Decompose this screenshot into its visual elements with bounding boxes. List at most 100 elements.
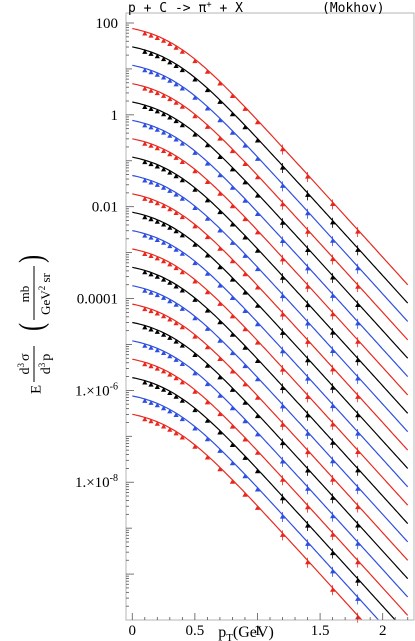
series-20-point [142,398,148,403]
series-layer [132,27,409,623]
series-7-point [192,187,198,192]
series-10-curve [132,211,409,469]
series-18-curve [132,358,409,616]
series-0-point [161,38,167,43]
series-12-point [173,265,179,271]
series-13-point [173,283,179,289]
series-10-point [192,242,198,247]
series-6-point [154,145,160,151]
series-1-point [148,51,154,56]
series-4-point [217,154,223,159]
series-15-point [148,308,154,314]
series-17-curve [132,340,409,598]
series-10-point [204,252,210,258]
series-13-point [167,280,173,285]
series-18-point [148,363,154,369]
series-13-point [161,277,167,282]
series-6-point [204,179,210,184]
series-18-point [179,379,185,385]
series-14-point [204,326,210,331]
series-10-point [173,228,179,234]
series-4-point [192,132,198,137]
x-tick-label: 2 [379,623,387,639]
series-9-curve [132,193,409,451]
series-8 [132,174,409,433]
series-2-point [229,130,235,135]
series-5-point [148,124,154,130]
series-21-point [173,430,179,436]
series-4-point [173,118,179,124]
series-14-point [154,292,160,298]
series-16-point [161,332,167,337]
series-11-point [154,237,160,242]
series-1-point [179,67,185,73]
series-8-point [254,266,261,272]
series-20-point [217,448,223,453]
series-19-point [167,390,173,395]
series-9-point [254,284,261,290]
series-0 [132,27,409,286]
series-3-point [204,124,210,129]
series-18 [132,358,409,616]
series-21-point [229,479,235,484]
series-6-point [179,159,185,164]
series-15-point [192,334,198,339]
series-21-point [161,423,167,429]
series-20-point [192,425,198,431]
series-20-point [179,416,185,422]
series-17-point [179,361,185,366]
svg-text:mb: mb [17,286,32,303]
series-14-point [167,298,173,304]
series-13-point [154,274,160,279]
x-tick-label: 1 [254,623,262,639]
series-10-point [242,290,248,295]
series-6-point [242,216,248,222]
series-14-point [173,302,179,307]
series-3-point [192,113,198,119]
series-19-point [242,455,248,460]
series-12-point [217,301,223,306]
series-12-point [229,313,235,319]
series-8-point [142,177,148,183]
series-4-point [242,179,248,185]
series-5-point [173,136,179,142]
series-7-point [167,170,173,175]
series-20 [132,395,380,620]
series-12-point [142,251,148,256]
x-axis-label: pT(GeV) [218,624,274,641]
series-5-point [217,172,223,178]
series-0-point [229,93,235,98]
series-16-curve [132,321,409,580]
series-2-point [173,81,179,87]
series-12-point [161,258,167,264]
series-5-curve [132,119,409,378]
series-16-point [229,387,235,392]
series-13-curve [132,266,409,524]
series-1-point [229,111,235,117]
svg-text:(: ( [13,323,50,331]
series-1-point [217,99,223,104]
x-tick-label: 1.5 [311,623,330,639]
series-3 [132,83,409,341]
series-16-point [217,374,223,380]
series-4-point [154,108,160,114]
series-0-point [142,30,148,36]
series-15-point [242,381,248,387]
series-8-point [229,240,235,245]
series-8-point [161,185,167,190]
series-12-curve [132,248,409,506]
series-21-point [154,421,160,426]
series-20-point [167,408,173,414]
series-10-point [161,221,167,227]
series-20-point [148,400,154,405]
series-1-point [192,76,198,82]
x-axis-ticks: 0 0.5 1 1.5 2 [126,613,414,639]
series-11-point [217,283,223,288]
svg-text:E: E [28,385,44,394]
series-20-point [173,412,179,417]
series-5-point [192,150,198,155]
series-14-point [254,376,261,382]
series-7-point [217,209,223,215]
series-13-point [148,271,154,277]
